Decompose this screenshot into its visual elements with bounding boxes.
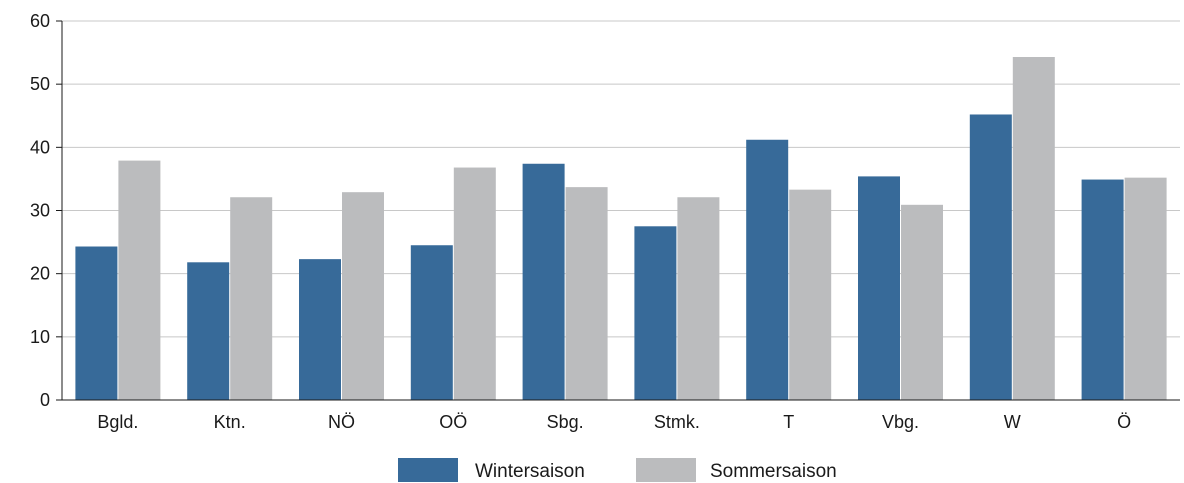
x-tick-label: NÖ: [328, 412, 355, 432]
bar-sommersaison: [230, 197, 273, 400]
bar-wintersaison: [187, 262, 230, 400]
legend-label: Sommersaison: [710, 461, 837, 482]
bar-sommersaison: [453, 167, 496, 400]
grid-lines: [62, 20, 1180, 338]
y-tick-label: 50: [30, 74, 50, 94]
x-tick-label: W: [1004, 412, 1021, 432]
y-tick-label: 10: [30, 327, 50, 347]
bar-wintersaison: [299, 259, 341, 400]
bar-sommersaison: [677, 197, 720, 400]
bar-sommersaison: [1012, 57, 1055, 400]
bar-wintersaison: [746, 139, 789, 400]
bar-sommersaison: [789, 189, 832, 400]
x-tick-label: Sbg.: [547, 412, 584, 432]
x-tick-label: Vbg.: [882, 412, 919, 432]
bar-sommersaison: [565, 187, 608, 400]
legend-swatch: [398, 458, 458, 482]
x-axis: Bgld. Ktn. NÖ OÖ Sbg. Stmk. T Vbg. W Ö: [62, 399, 1180, 432]
bar-wintersaison: [969, 114, 1012, 400]
bar-sommersaison: [1124, 177, 1167, 400]
legend: Wintersaison Sommersaison: [398, 458, 837, 482]
x-tick-label: Stmk.: [654, 412, 700, 432]
legend-label: Wintersaison: [475, 461, 585, 482]
bar-wintersaison: [858, 176, 900, 400]
bar-wintersaison: [1081, 179, 1124, 400]
x-tick-label: Ö: [1117, 412, 1131, 432]
y-tick-label: 60: [30, 11, 50, 31]
x-tick-label: T: [783, 412, 794, 432]
bar-wintersaison: [410, 245, 453, 400]
bar-wintersaison: [75, 246, 118, 400]
bar-sommersaison: [901, 204, 943, 400]
y-tick-label: 0: [40, 390, 50, 410]
bar-wintersaison: [634, 226, 677, 400]
y-tick-label: 30: [30, 201, 50, 221]
y-tick-label: 40: [30, 137, 50, 157]
bar-wintersaison: [522, 163, 565, 400]
y-axis: 0 10 20 30 40 50 60: [30, 11, 63, 410]
bars: [75, 57, 1167, 400]
legend-swatch: [636, 458, 696, 482]
y-tick-label: 20: [30, 264, 50, 284]
bar-sommersaison: [342, 192, 384, 400]
x-tick-label: OÖ: [439, 412, 467, 432]
x-tick-label: Ktn.: [214, 412, 246, 432]
bar-sommersaison: [118, 160, 161, 400]
x-tick-label: Bgld.: [97, 412, 138, 432]
